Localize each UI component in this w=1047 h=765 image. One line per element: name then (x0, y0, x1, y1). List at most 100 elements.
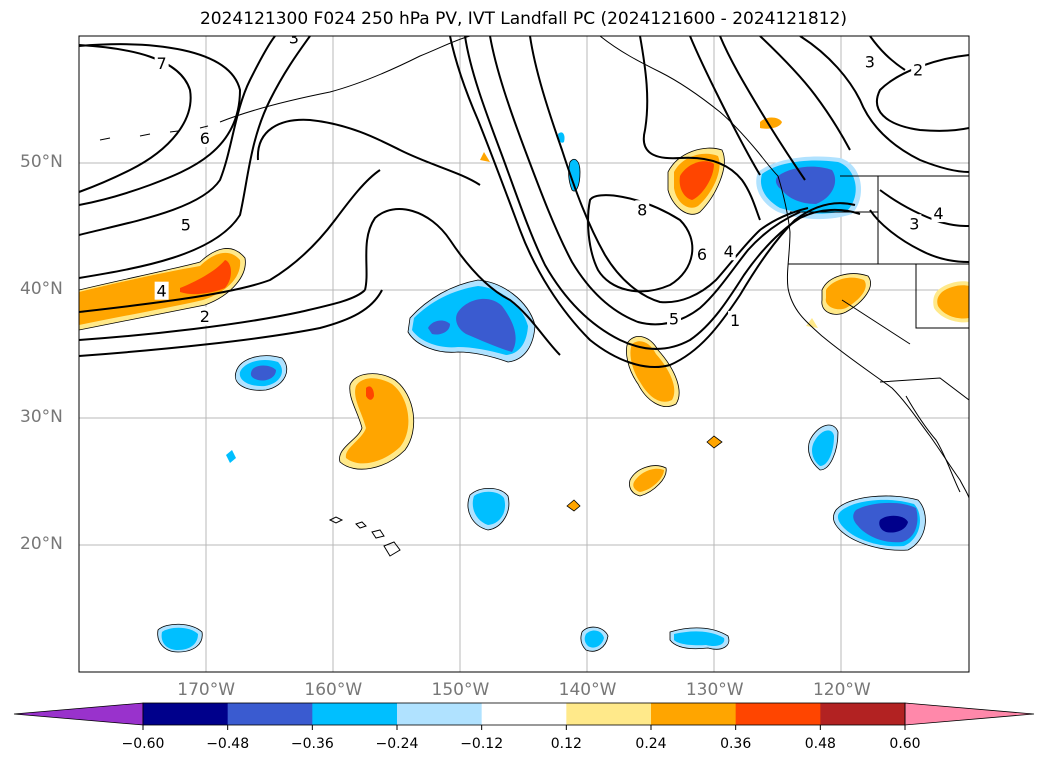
colorbar-tick-label: 0.48 (804, 736, 836, 752)
coast-us-mexico (777, 175, 969, 499)
contour-label-bg (154, 281, 169, 300)
contour-label: 5 (181, 216, 191, 235)
colorbar-segment (735, 703, 821, 725)
shade-positive-115w-39n-core (937, 285, 969, 319)
colorbar-tick-label: −0.24 (375, 736, 419, 752)
shade-outlines (79, 147, 926, 653)
contour-label: 4 (157, 282, 167, 301)
colorbar-segment (481, 703, 567, 725)
pv-contour-4-west (79, 36, 311, 279)
shade-positive-148w (480, 152, 490, 162)
pv-contour-5-west (79, 36, 276, 236)
contour-label-bg (197, 307, 212, 326)
pv-contour-3-west (79, 169, 381, 313)
shade-negative-122w-48n-core (775, 166, 836, 204)
shade-negative-148w-23n-mid (472, 491, 506, 525)
contour-label: 2 (913, 60, 923, 79)
colorbar-tick-label: −0.36 (290, 736, 334, 752)
contour-label: 8 (637, 200, 647, 219)
colorbar-tick-label: −0.48 (206, 736, 250, 752)
contour-label-bg (667, 309, 682, 328)
contour-label: 5 (669, 310, 679, 329)
shade-negative-121w-29n-mid (812, 430, 834, 466)
pv-contour-7 (79, 44, 192, 193)
contour-label: 4 (724, 242, 734, 261)
lat-label: 30°N (20, 406, 63, 427)
lat-label: 40°N (20, 279, 63, 300)
coastlines (99, 36, 969, 557)
colorbar-tick-label: −0.12 (460, 736, 504, 752)
contour-label-bg (931, 204, 946, 223)
contour-label: 3 (865, 53, 875, 72)
shade-negative-142w (568, 159, 580, 192)
colorbar-segment (143, 703, 229, 725)
shade-negative-168w (226, 450, 236, 463)
colorbar-segments (143, 703, 906, 725)
shade-positive-135w-25n-core (633, 468, 664, 492)
lat-label: 20°N (20, 533, 63, 554)
colorbar (13, 702, 1035, 730)
map-title: 2024121300 F024 250 hPa PV, IVT Landfall… (199, 9, 847, 29)
contour-label: 3 (909, 214, 919, 233)
shade-positive-130w-48n-peak (679, 161, 714, 200)
shade-positive-west-peak (180, 260, 232, 295)
pv-contour-1-west (79, 289, 383, 357)
lon-label: 140°W (558, 680, 617, 700)
shade-negative-168w-12n-mid (161, 627, 198, 650)
shade-positive-134w-35n-core (630, 341, 675, 402)
coast-baja (905, 395, 961, 493)
contour-label-bg (635, 200, 650, 219)
pv-contour-trough-1 (449, 36, 856, 369)
contour-label: 2 (200, 307, 210, 326)
coast-aleutian-islands (99, 125, 209, 141)
colorbar-segment (820, 703, 906, 725)
contour-label: 6 (200, 129, 210, 148)
border-us-mexico (879, 377, 969, 401)
border-state-nv (915, 264, 969, 329)
lon-label: 170°W (177, 680, 236, 700)
pv-contour-6 (79, 43, 242, 206)
shade-negative-150w-core (456, 298, 516, 352)
pv-contour-trough-5 (639, 36, 761, 221)
colorbar-tick-label: 0.36 (720, 736, 752, 752)
contour-label: 7 (157, 54, 167, 73)
shade-positive-160w-core (345, 378, 409, 464)
pv-contour-2-east (799, 36, 969, 173)
contour-label-bg (907, 214, 922, 233)
pv-contour-ridge-a (256, 118, 481, 186)
contour-label-bg (911, 60, 926, 79)
contour-label-bg (197, 129, 212, 148)
lon-label: 150°W (431, 680, 490, 700)
pv-contour-3-east (759, 36, 851, 151)
contour-label-bg (286, 36, 301, 47)
contour-label: 6 (697, 245, 707, 264)
colorbar-segment (651, 703, 737, 725)
lon-label: 160°W (304, 680, 363, 700)
pv-contour-trough-2 (464, 36, 861, 350)
border-state-ca-nv (841, 299, 911, 345)
colorbar-tick-label: 0.12 (550, 736, 582, 752)
lon-label: 130°W (685, 680, 744, 700)
pv-contour-3-northeast (869, 36, 906, 71)
contour-label-bg (154, 53, 169, 72)
pv-contour-ridge-b (364, 208, 561, 356)
contour-label: 3 (289, 29, 299, 48)
contour-label: 1 (730, 311, 740, 330)
coast-alaska-bc (599, 36, 779, 177)
pv-contour-trough-7 (719, 36, 806, 181)
contour-label-bg (862, 52, 877, 71)
contour-label: 4 (933, 204, 943, 223)
lon-label: 120°W (812, 680, 871, 700)
pv-contour-trough-4 (529, 36, 809, 304)
shade-positive-160w-peak (366, 386, 374, 400)
pv-contour-trough-3 (489, 36, 801, 326)
pv-contour-2-west (79, 289, 366, 341)
shade-negative-166w-core (250, 365, 276, 381)
colorbar-tick-label: 0.60 (889, 736, 921, 752)
pv-contour-2-northeast (875, 54, 969, 132)
shade-positive-123w-37n (806, 318, 818, 328)
colorbar-segment (566, 703, 652, 725)
colorbar-segment (227, 703, 313, 725)
